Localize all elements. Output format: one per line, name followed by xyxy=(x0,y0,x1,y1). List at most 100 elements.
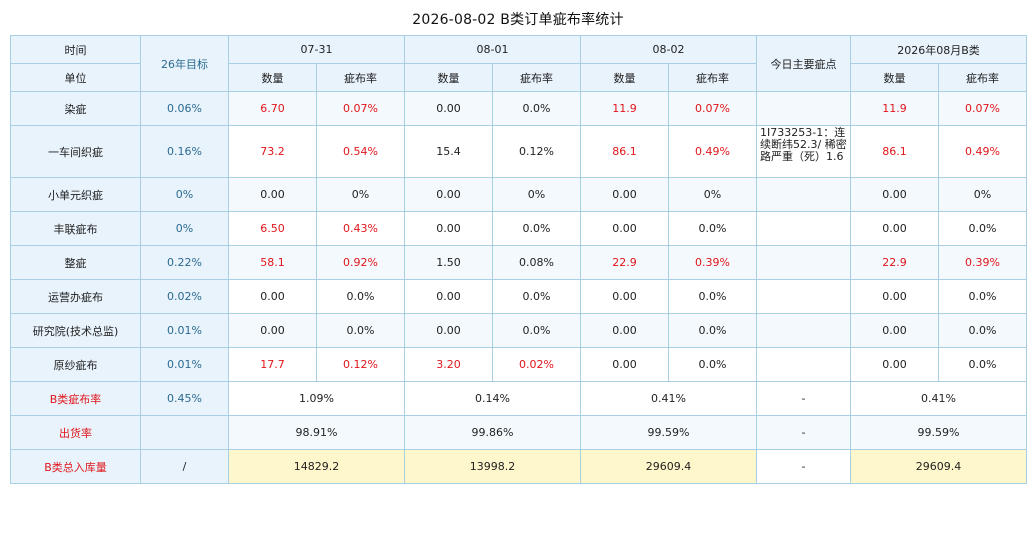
target-cell: 0% xyxy=(140,211,229,246)
target-cell: 0.02% xyxy=(140,279,229,314)
qty-cell: 22.9 xyxy=(580,245,669,280)
qty-cell: 0.00 xyxy=(404,279,493,314)
summary-note: - xyxy=(756,449,851,484)
qty-cell: 11.9 xyxy=(850,91,939,126)
rate-cell: 0.39% xyxy=(937,245,1028,280)
summary-value: 99.59% xyxy=(849,415,1028,450)
rate-cell: 0.02% xyxy=(492,347,581,382)
header-qty: 数量 xyxy=(580,63,669,92)
qty-cell: 0.00 xyxy=(580,279,669,314)
qty-cell: 11.9 xyxy=(580,91,669,126)
rate-cell: 0.0% xyxy=(668,347,757,382)
row-label: 一车间织疵 xyxy=(10,125,141,178)
header-qty: 数量 xyxy=(404,63,493,92)
header-main-defect: 今日主要疵点 xyxy=(756,35,851,92)
rate-cell: 0.0% xyxy=(668,279,757,314)
target-cell: 0.16% xyxy=(140,125,229,178)
rate-cell: 0.12% xyxy=(316,347,405,382)
defect-note xyxy=(756,245,851,280)
rate-cell: 0.0% xyxy=(937,279,1028,314)
target-cell: 0.01% xyxy=(140,347,229,382)
rate-cell: 0.0% xyxy=(937,347,1028,382)
rate-cell: 0.92% xyxy=(316,245,405,280)
summary-value: 99.59% xyxy=(580,415,757,450)
qty-cell: 0.00 xyxy=(580,313,669,348)
header-date-3: 08-02 xyxy=(580,35,757,64)
summary-value: 99.86% xyxy=(404,415,581,450)
qty-cell: 0.00 xyxy=(404,177,493,212)
defect-note xyxy=(756,211,851,246)
qty-cell: 0.00 xyxy=(404,313,493,348)
table-row: 原纱疵布 0.01% 17.7 0.12% 3.20 0.02% 0.00 0.… xyxy=(10,347,1028,382)
defect-rate-table: 时间 26年目标 07-31 08-01 08-02 今日主要疵点 2026年0… xyxy=(10,35,1028,484)
qty-cell: 0.00 xyxy=(850,177,939,212)
qty-cell: 0.00 xyxy=(228,279,317,314)
rate-cell: 0.0% xyxy=(492,279,581,314)
rate-cell: 0.0% xyxy=(668,211,757,246)
row-label: 染疵 xyxy=(10,91,141,126)
target-cell: 0.06% xyxy=(140,91,229,126)
rate-cell: 0.12% xyxy=(492,125,581,178)
summary-label: B类总入库量 xyxy=(10,449,141,484)
summary-value: 0.14% xyxy=(404,381,581,416)
summary-value: 13998.2 xyxy=(404,449,581,484)
summary-value: 29609.4 xyxy=(580,449,757,484)
header-unit: 单位 xyxy=(10,63,141,92)
table-row: 运营办疵布 0.02% 0.00 0.0% 0.00 0.0% 0.00 0.0… xyxy=(10,279,1028,314)
qty-cell: 1.50 xyxy=(404,245,493,280)
qty-cell: 3.20 xyxy=(404,347,493,382)
rate-cell: 0.49% xyxy=(668,125,757,178)
rate-cell: 0% xyxy=(492,177,581,212)
summary-row-storage: B类总入库量 / 14829.2 13998.2 29609.4 - 29609… xyxy=(10,449,1028,484)
header-rate: 疵布率 xyxy=(937,63,1028,92)
table-row: 一车间织疵 0.16% 73.2 0.54% 15.4 0.12% 86.1 0… xyxy=(10,125,1028,178)
summary-note: - xyxy=(756,381,851,416)
rate-cell: 0% xyxy=(937,177,1028,212)
rate-cell: 0.0% xyxy=(937,313,1028,348)
rate-cell: 0% xyxy=(668,177,757,212)
row-label: 研究院(技术总监) xyxy=(10,313,141,348)
row-label: 丰联疵布 xyxy=(10,211,141,246)
table-row: 丰联疵布 0% 6.50 0.43% 0.00 0.0% 0.00 0.0% 0… xyxy=(10,211,1028,246)
qty-cell: 0.00 xyxy=(580,211,669,246)
rate-cell: 0.43% xyxy=(316,211,405,246)
header-qty: 数量 xyxy=(228,63,317,92)
rate-cell: 0.08% xyxy=(492,245,581,280)
qty-cell: 0.00 xyxy=(850,279,939,314)
qty-cell: 73.2 xyxy=(228,125,317,178)
rate-cell: 0.0% xyxy=(937,211,1028,246)
rate-cell: 0.07% xyxy=(937,91,1028,126)
summary-label: 出货率 xyxy=(10,415,141,450)
summary-value: 0.41% xyxy=(849,381,1028,416)
target-cell: 0% xyxy=(140,177,229,212)
header-date-1: 07-31 xyxy=(228,35,405,64)
defect-note xyxy=(756,313,851,348)
rate-cell: 0.0% xyxy=(492,313,581,348)
row-label: 运营办疵布 xyxy=(10,279,141,314)
table-row: 染疵 0.06% 6.70 0.07% 0.00 0.0% 11.9 0.07%… xyxy=(10,91,1028,126)
rate-cell: 0.39% xyxy=(668,245,757,280)
qty-cell: 22.9 xyxy=(850,245,939,280)
summary-value: 0.41% xyxy=(580,381,757,416)
target-cell xyxy=(140,415,229,450)
qty-cell: 0.00 xyxy=(228,177,317,212)
header-target: 26年目标 xyxy=(140,35,229,92)
row-label: 原纱疵布 xyxy=(10,347,141,382)
qty-cell: 0.00 xyxy=(228,313,317,348)
table-row: 小单元织疵 0% 0.00 0% 0.00 0% 0.00 0% 0.00 0% xyxy=(10,177,1028,212)
defect-note: 1I733253-1：连续断纬52.3/ 稀密路严重（死）1.6 xyxy=(756,125,851,178)
qty-cell: 0.00 xyxy=(404,91,493,126)
target-cell: 0.01% xyxy=(140,313,229,348)
qty-cell: 0.00 xyxy=(850,347,939,382)
qty-cell: 0.00 xyxy=(404,211,493,246)
defect-note xyxy=(756,177,851,212)
header-time: 时间 xyxy=(10,35,141,64)
target-cell: 0.45% xyxy=(140,381,229,416)
defect-note xyxy=(756,91,851,126)
qty-cell: 0.00 xyxy=(580,177,669,212)
header-date-2: 08-01 xyxy=(404,35,581,64)
table-row: 整疵 0.22% 58.1 0.92% 1.50 0.08% 22.9 0.39… xyxy=(10,245,1028,280)
defect-note xyxy=(756,347,851,382)
rate-cell: 0.0% xyxy=(492,91,581,126)
qty-cell: 6.50 xyxy=(228,211,317,246)
